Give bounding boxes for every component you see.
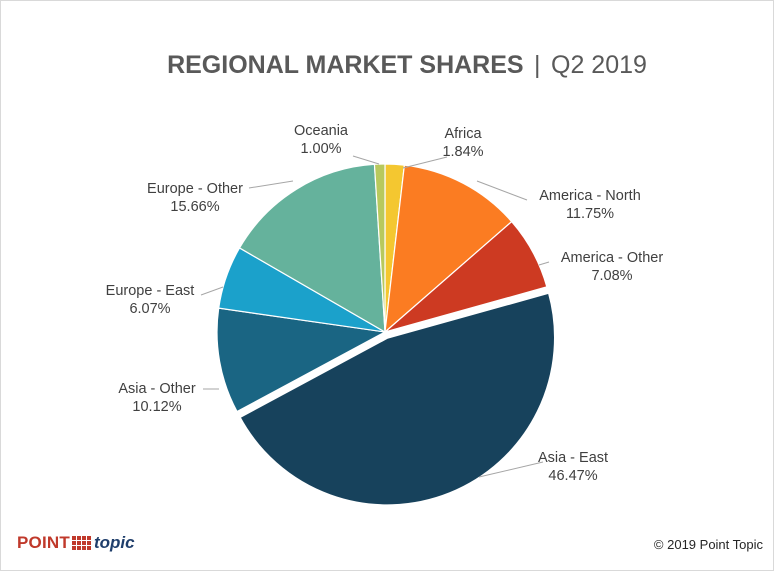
slice-label-name: Africa [444,126,482,142]
leader-line [538,261,550,266]
pie-slice-europe-other [238,163,386,334]
slice-label-value: 7.08% [591,268,632,284]
leader-line [248,180,294,189]
logo-topic-text: topic [93,533,135,552]
logo-point-text: POINT [17,533,70,552]
pie-slice-america-other [384,220,548,333]
slice-label-value: 15.66% [170,199,219,215]
slice-label-name: America - Other [561,250,663,266]
slice-labels: Africa 1.84% America - North 11.75% America … [106,123,664,484]
pie-slices [216,163,557,507]
slice-label-value: 11.75% [566,206,614,222]
slice-label-value: 10.12% [132,399,181,415]
pie-slice-asia-east [237,290,557,507]
chart-title: REGIONAL MARKET SHARES | Q2 2019 [167,51,647,79]
slice-label-value: 46.47% [548,468,597,484]
copyright-notice: © 2019 Point Topic [653,537,763,552]
chart-title-separator: | [534,51,541,79]
label-leader-lines [200,155,550,478]
slice-label-value: 6.07% [129,301,170,317]
slice-label-value: 1.00% [300,141,341,157]
leader-line [478,461,544,478]
pie-slice-asia-other [216,307,387,413]
slice-label-name: Europe - Other [147,181,243,197]
slice-label-value: 1.84% [442,144,483,160]
chart-title-period: Q2 2019 [551,51,647,79]
leader-line [352,155,380,165]
leader-line [200,286,224,296]
slice-label-name: Asia - Other [118,381,196,397]
leader-line [402,156,448,169]
chart-title-main: REGIONAL MARKET SHARES [167,51,524,79]
slice-label-name: Europe - East [106,283,195,299]
logo-dots-icon [71,536,91,550]
slice-label-name: America - North [539,188,641,204]
pie-slice-oceania [373,163,386,333]
leader-line [476,180,528,201]
slice-label-name: Oceania [294,123,349,139]
point-topic-logo: POINT topic [17,532,135,554]
slice-label-name: Asia - East [538,450,608,466]
